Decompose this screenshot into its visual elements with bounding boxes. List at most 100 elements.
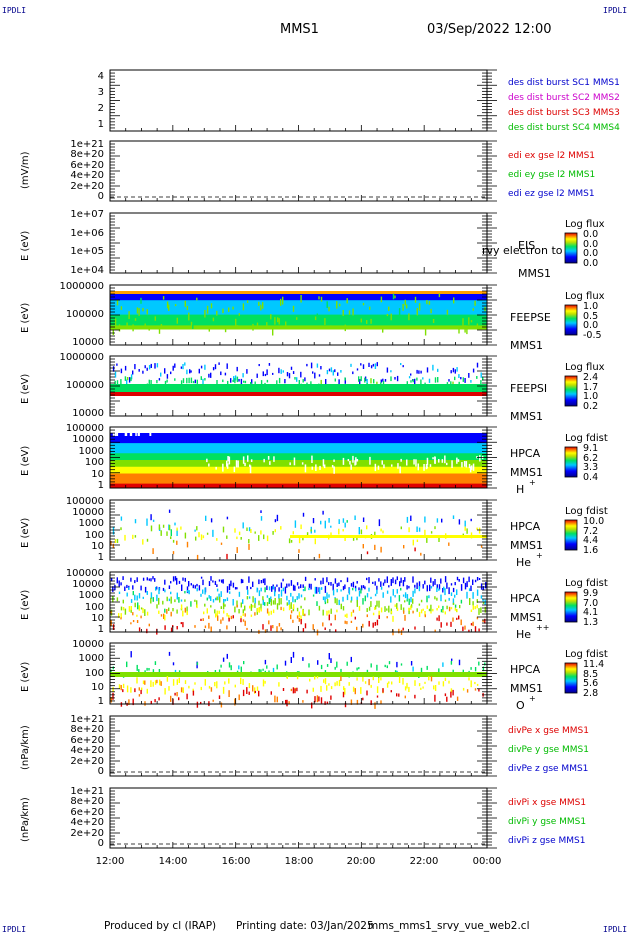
colorbar-value-hpca_hepp: 4.1 xyxy=(583,607,599,618)
y-tick-label-hpca_hepp: 10 xyxy=(91,613,104,624)
corner-label-bottom-right: IPDLI xyxy=(603,925,628,934)
legend-item-divpe: divPe z gse MMS1 xyxy=(508,764,589,774)
colorbar-hpca_o xyxy=(564,662,578,694)
y-tick-label-divpe: 8e+20 xyxy=(70,724,104,735)
y-tick-label-burst: 1 xyxy=(97,119,104,130)
y-tick-label-hpca_hepp: 100 xyxy=(84,602,104,613)
y-tick-label-hpca_he: 100 xyxy=(84,530,104,541)
y-axis-label-divpe: (nPa/km) xyxy=(20,725,31,770)
plot-frame-edi xyxy=(109,140,488,202)
colorbar-title-hpca_o: Log fdist xyxy=(565,649,608,660)
y-tick-label-hpca_h: 100000 xyxy=(65,423,104,434)
y-axis-label-hpca_h: E (eV) xyxy=(20,445,31,476)
plot-frame-hpca_he xyxy=(109,499,488,561)
plot-frame-hpca_hepp xyxy=(109,571,488,633)
species-charge-hpca_he: + xyxy=(536,551,543,560)
side-label-hpca_he: MMS1 xyxy=(510,539,543,552)
y-tick-label-divpi: 4e+20 xyxy=(70,817,104,828)
colorbar-title-hpca_h: Log fdist xyxy=(565,433,608,444)
colorbar-hpca_h xyxy=(564,446,578,478)
y-tick-label-edi: 8e+20 xyxy=(70,149,104,160)
colorbar-value-hpca_h: 3.3 xyxy=(583,462,599,473)
header-datetime: 03/Sep/2022 12:00 xyxy=(427,22,552,37)
x-tick-label: 12:00 xyxy=(95,856,125,867)
y-tick-label-burst: 2 xyxy=(97,103,104,114)
species-label-hpca_h: H xyxy=(516,483,525,496)
y-tick-label-burst: 4 xyxy=(97,71,104,82)
legend-item-divpi: divPi x gse MMS1 xyxy=(508,798,587,808)
legend-item-divpe: divPe x gse MMS1 xyxy=(508,726,589,736)
side-label-hpca_hepp: HPCA xyxy=(510,592,541,605)
legend-item-divpi: divPi z gse MMS1 xyxy=(508,836,586,846)
colorbar-value-hpca_h: 0.4 xyxy=(583,472,599,483)
legend-item-edi: edi ey gse l2 MMS1 xyxy=(508,170,596,180)
colorbar-value-feepsi: 1.7 xyxy=(583,382,599,393)
y-tick-label-hpca_o: 10000 xyxy=(72,639,104,650)
colorbar-value-hpca_he: 10.0 xyxy=(583,516,605,527)
colorbar-title-hpca_hepp: Log fdist xyxy=(565,578,608,589)
colorbar-value-eis: 0.0 xyxy=(583,239,599,250)
spectrogram-hpca_he xyxy=(110,509,487,561)
species-label-hpca_o: O xyxy=(516,699,525,712)
legend-item-burst: des dist burst SC1 MMS1 xyxy=(508,78,620,88)
y-tick-label-divpe: 1e+21 xyxy=(70,714,104,725)
y-tick-label-divpi: 1e+21 xyxy=(70,786,104,797)
colorbar-value-hpca_o: 2.8 xyxy=(583,688,599,699)
spectrogram-feepsi xyxy=(110,362,487,396)
legend-item-divpi: divPi y gse MMS1 xyxy=(508,817,587,827)
y-tick-label-feepsi: 10000 xyxy=(72,408,104,419)
colorbar-title-hpca_he: Log fdist xyxy=(565,506,608,517)
y-axis-label-feepse: E (eV) xyxy=(20,302,31,333)
legend-item-burst: des dist burst SC2 MMS2 xyxy=(508,93,620,103)
header-spacecraft: MMS1 xyxy=(280,22,319,37)
y-tick-label-hpca_h: 10 xyxy=(91,469,104,480)
spectrogram-hpca_h xyxy=(110,432,487,488)
legend-item-edi: edi ez gse l2 MMS1 xyxy=(508,189,595,199)
colorbar-value-hpca_h: 9.1 xyxy=(583,443,599,454)
y-tick-label-feepse: 100000 xyxy=(65,309,104,320)
colorbar-value-feepsi: 1.0 xyxy=(583,391,599,402)
y-tick-label-hpca_he: 1 xyxy=(97,552,104,563)
colorbar-value-feepse: 0.0 xyxy=(583,320,599,331)
colorbar-title-feepse: Log flux xyxy=(565,291,605,302)
y-axis-label-feepsi: E (eV) xyxy=(20,373,31,404)
corner-label-top-right: IPDLI xyxy=(603,6,628,15)
y-tick-label-feepsi: 100000 xyxy=(65,380,104,391)
y-tick-label-eis: 1e+04 xyxy=(70,265,104,276)
side-label-eis: MMS1 xyxy=(518,267,551,280)
side-label-eis: EIS xyxy=(518,239,536,252)
colorbar-feepsi xyxy=(564,375,578,407)
y-tick-label-burst: 3 xyxy=(97,87,104,98)
footer-filename: mms_mms1_srvy_vue_web2.cl xyxy=(368,920,530,932)
corner-label-bottom-left: IPDLI xyxy=(2,925,27,934)
y-tick-label-hpca_h: 100 xyxy=(84,457,104,468)
y-tick-label-edi: 0 xyxy=(97,191,104,202)
x-tick-label: 18:00 xyxy=(284,856,314,867)
colorbar-value-hpca_h: 6.2 xyxy=(583,453,599,464)
spectrogram-feepse xyxy=(110,291,487,336)
colorbar-value-hpca_hepp: 9.9 xyxy=(583,588,599,599)
plot-frame-feepse xyxy=(109,284,488,346)
side-label-hpca_h: HPCA xyxy=(510,447,541,460)
y-tick-label-hpca_he: 10 xyxy=(91,541,104,552)
spectrogram-hpca_o xyxy=(110,651,487,709)
colorbar-value-eis: 0.0 xyxy=(583,229,599,240)
plot-frame-feepsi xyxy=(109,355,488,417)
y-tick-label-edi: 4e+20 xyxy=(70,170,104,181)
corner-label-top-left: IPDLI xyxy=(2,6,27,15)
y-tick-label-divpi: 0 xyxy=(97,838,104,849)
species-charge-hpca_h: + xyxy=(529,478,536,487)
y-tick-label-hpca_hepp: 1000 xyxy=(78,590,104,601)
y-tick-label-feepsi: 1000000 xyxy=(59,352,104,363)
x-tick-label: 14:00 xyxy=(158,856,188,867)
species-charge-hpca_o: + xyxy=(529,694,536,703)
side-label-feepsi: MMS1 xyxy=(510,410,543,423)
y-tick-label-edi: 6e+20 xyxy=(70,160,104,171)
y-tick-label-hpca_h: 10000 xyxy=(72,434,104,445)
y-tick-label-hpca_o: 1 xyxy=(97,696,104,707)
legend-item-divpe: divPe y gse MMS1 xyxy=(508,745,589,755)
y-axis-label-eis: E (eV) xyxy=(20,230,31,261)
side-label-feepse: MMS1 xyxy=(510,339,543,352)
colorbar-value-feepsi: 0.2 xyxy=(583,401,599,412)
colorbar-feepse xyxy=(564,304,578,336)
